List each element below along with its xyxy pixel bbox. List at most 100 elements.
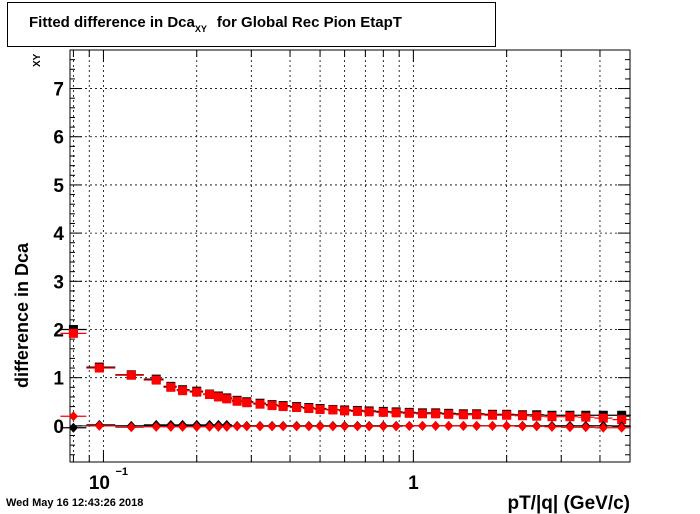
data-point-diamond [328, 421, 338, 432]
y-tick-label: 5 [53, 176, 64, 197]
data-point-square [178, 386, 188, 396]
data-point-diamond [94, 420, 104, 431]
timestamp: Wed May 16 12:43:26 2018 [6, 497, 144, 509]
data-point-diamond [565, 422, 575, 433]
data-point-diamond [151, 421, 161, 432]
data-point-square [458, 410, 468, 420]
data-point-diamond [404, 420, 414, 431]
data-point-diamond [166, 421, 176, 432]
data-point-square [292, 403, 302, 413]
data-point-square [487, 410, 497, 420]
data-point-diamond [205, 421, 215, 432]
data-point-square [328, 405, 338, 415]
data-point-square [68, 328, 78, 338]
data-point-diamond [417, 420, 427, 431]
data-point-square [532, 411, 542, 421]
data-point-diamond [192, 421, 202, 432]
data-point-diamond [487, 420, 497, 431]
y-tick-label: 7 [53, 80, 64, 101]
x-tick-label-exponent: −1 [115, 466, 128, 478]
data-point-diamond [315, 421, 325, 432]
y-axis-title-subscript: XY [32, 53, 43, 67]
data-point-square [232, 396, 242, 406]
y-tick-label: 1 [53, 369, 64, 390]
data-point-diamond [532, 421, 542, 432]
data-point-square [192, 387, 202, 397]
data-point-diamond [222, 421, 232, 432]
data-point-diamond [178, 421, 188, 432]
data-point-diamond [364, 421, 374, 432]
data-point-diamond [213, 421, 223, 432]
data-point-square [255, 399, 265, 409]
grid [70, 50, 631, 462]
title-subscript: XY [194, 24, 207, 34]
data-point-diamond [518, 421, 528, 432]
data-point-diamond [391, 421, 401, 432]
data-point-square [352, 406, 362, 416]
data-point-square [581, 412, 591, 422]
data-point-square [304, 404, 314, 414]
y-tick-label: 0 [53, 417, 64, 438]
data-point-diamond [598, 422, 608, 433]
chart-title-box: Fitted difference in DcaXY for Global Rec… [7, 2, 496, 47]
y-axis-title: difference in Dca [12, 242, 32, 388]
x-tick-label: 10 [89, 473, 110, 494]
data-point-diamond [68, 411, 78, 422]
data-point-square [205, 390, 215, 400]
data-point-square [547, 412, 557, 422]
data-point-diamond [458, 420, 468, 431]
data-point-square [472, 410, 482, 420]
data-point-diamond [378, 421, 388, 432]
data-point-square [417, 409, 427, 419]
data-point-square [126, 370, 136, 380]
data-point-square [340, 406, 350, 416]
data-point-square [364, 407, 374, 417]
data-point-diamond [278, 421, 288, 432]
data-point-diamond [352, 421, 362, 432]
data-point-square [598, 413, 608, 423]
data-point-diamond [340, 421, 350, 432]
data-point-square [391, 408, 401, 418]
data-point-diamond [431, 420, 441, 431]
x-axis-title: pT/|q| (GeV/c) [507, 493, 630, 514]
data-point-diamond [255, 421, 265, 432]
y-tick-label: 2 [53, 320, 64, 341]
data-point-square [404, 408, 414, 418]
plot-frame [69, 49, 631, 463]
y-tick-label: 6 [53, 128, 64, 149]
data-point-diamond [444, 420, 454, 431]
data-point-diamond [547, 421, 557, 432]
data-point-diamond [472, 420, 482, 431]
y-tick-label: 3 [53, 272, 64, 293]
data-point-square [267, 401, 277, 411]
data-point-square [502, 410, 512, 420]
axis-ticks [70, 50, 631, 462]
data-point-square [166, 382, 176, 392]
data-point-diamond [292, 421, 302, 432]
y-tick-label: 4 [53, 224, 64, 245]
chart-title: Fitted difference in DcaXY for Global Rec… [29, 14, 402, 34]
data-marks [60, 324, 631, 433]
data-point-square [94, 363, 104, 373]
data-point-square [222, 394, 232, 404]
data-point-diamond [581, 422, 591, 433]
data-point-square [378, 407, 388, 417]
title-prefix: Fitted difference in Dca [29, 14, 195, 31]
data-point-diamond [126, 422, 136, 433]
data-point-diamond [242, 421, 252, 432]
data-point-square [518, 411, 528, 421]
data-point-square [617, 415, 627, 425]
data-point-diamond [617, 422, 627, 433]
data-point-square [242, 398, 252, 408]
title-suffix: for Global Rec Pion EtapT [216, 14, 402, 31]
data-point-square [444, 409, 454, 419]
data-point-diamond [502, 420, 512, 431]
data-point-diamond [68, 422, 78, 433]
data-point-square [151, 375, 161, 385]
data-point-square [565, 412, 575, 422]
x-tick-label: 1 [408, 473, 419, 494]
data-point-diamond [232, 421, 242, 432]
data-point-square [278, 402, 288, 412]
axis-labels: 0 1 2 3 4 5 6 7 10 −1 1 pT/|q| (GeV/c) difference in… [12, 53, 630, 514]
